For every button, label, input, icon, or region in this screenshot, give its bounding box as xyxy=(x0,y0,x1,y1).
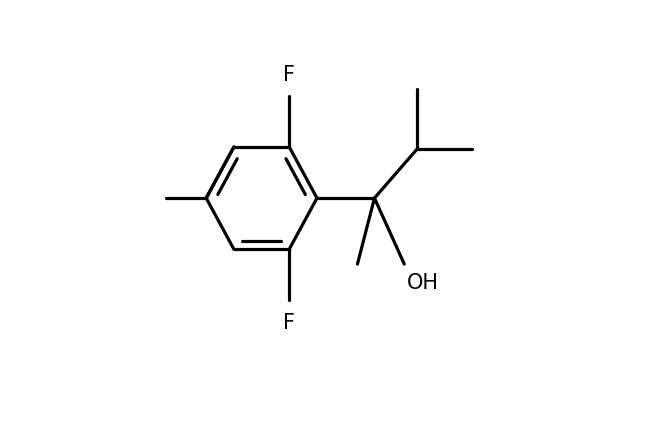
Text: F: F xyxy=(283,65,295,85)
Text: OH: OH xyxy=(407,273,440,294)
Text: F: F xyxy=(283,313,295,333)
